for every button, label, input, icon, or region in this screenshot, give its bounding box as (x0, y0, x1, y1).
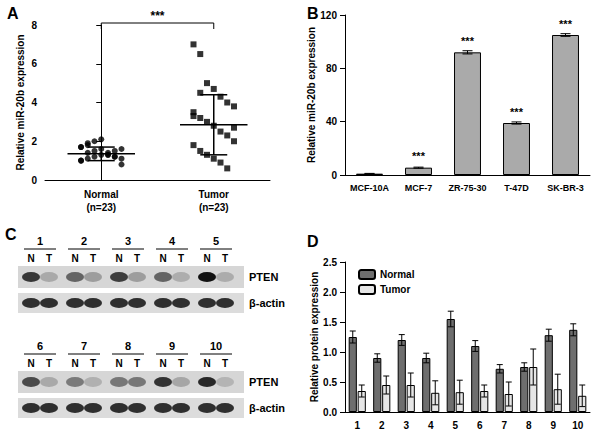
svg-text:MCF-10A: MCF-10A (350, 183, 390, 193)
svg-text:0: 0 (331, 170, 337, 181)
svg-text:120: 120 (320, 10, 337, 21)
svg-text:3: 3 (403, 420, 409, 431)
svg-text:N: N (115, 253, 122, 264)
svg-text:A: A (7, 5, 19, 22)
svg-text:N: N (159, 358, 166, 369)
svg-text:8: 8 (526, 420, 532, 431)
svg-text:T-47D: T-47D (504, 183, 529, 193)
svg-text:10: 10 (572, 420, 584, 431)
svg-text:T: T (222, 358, 228, 369)
svg-text:40: 40 (326, 116, 338, 127)
svg-text:Relative miR-20b expression: Relative miR-20b expression (306, 27, 317, 163)
svg-text:2: 2 (379, 420, 385, 431)
svg-text:7: 7 (501, 420, 507, 431)
svg-text:1.5: 1.5 (323, 317, 337, 328)
svg-text:4: 4 (169, 235, 176, 247)
svg-text:β-actin: β-actin (249, 297, 285, 309)
svg-text:N: N (115, 358, 122, 369)
svg-text:Relative protein expression: Relative protein expression (309, 272, 320, 403)
svg-text:T: T (222, 253, 228, 264)
svg-text:6: 6 (477, 420, 483, 431)
svg-text:5: 5 (213, 235, 219, 247)
svg-text:T: T (134, 358, 140, 369)
svg-text:0.5: 0.5 (323, 377, 337, 388)
svg-text:T: T (90, 253, 96, 264)
svg-text:***: *** (559, 18, 573, 30)
svg-text:***: *** (510, 106, 524, 118)
svg-text:2: 2 (31, 136, 37, 147)
svg-text:T: T (46, 253, 52, 264)
svg-text:5: 5 (452, 420, 458, 431)
svg-text:6: 6 (31, 58, 37, 69)
svg-text:0.0: 0.0 (323, 407, 337, 418)
svg-text:N: N (159, 253, 166, 264)
svg-text:β-actin: β-actin (249, 402, 285, 414)
svg-text:Tumor: Tumor (199, 189, 229, 200)
svg-text:T: T (90, 358, 96, 369)
svg-text:9: 9 (550, 420, 556, 431)
svg-text:T: T (46, 358, 52, 369)
svg-text:T: T (134, 253, 140, 264)
svg-text:4: 4 (31, 97, 37, 108)
svg-text:9: 9 (169, 340, 175, 352)
svg-text:2.0: 2.0 (323, 287, 337, 298)
svg-text:10: 10 (210, 340, 222, 352)
svg-text:8: 8 (125, 340, 131, 352)
svg-text:N: N (71, 253, 78, 264)
svg-text:3: 3 (125, 235, 131, 247)
svg-text:8: 8 (31, 20, 37, 31)
svg-text:N: N (203, 358, 210, 369)
svg-text:N: N (27, 253, 34, 264)
svg-text:PTEN: PTEN (249, 271, 278, 283)
svg-text:SK-BR-3: SK-BR-3 (547, 183, 584, 193)
svg-text:Relative miR-20b expression: Relative miR-20b expression (15, 34, 26, 170)
svg-text:80: 80 (326, 63, 338, 74)
svg-text:ZR-75-30: ZR-75-30 (448, 183, 486, 193)
svg-text:B: B (307, 5, 319, 22)
svg-text:***: *** (461, 35, 475, 47)
svg-text:Tumor: Tumor (380, 284, 410, 295)
svg-text:1.0: 1.0 (323, 347, 337, 358)
svg-text:4: 4 (428, 420, 434, 431)
svg-text:N: N (71, 358, 78, 369)
svg-text:D: D (307, 233, 319, 250)
svg-text:T: T (178, 253, 184, 264)
svg-text:7: 7 (81, 340, 87, 352)
svg-text:0: 0 (31, 175, 37, 186)
svg-text:1: 1 (354, 420, 360, 431)
svg-text:1: 1 (37, 235, 43, 247)
svg-text:C: C (5, 226, 17, 243)
svg-text:6: 6 (37, 340, 43, 352)
svg-text:T: T (178, 358, 184, 369)
svg-text:N: N (27, 358, 34, 369)
svg-text:2.5: 2.5 (323, 257, 337, 268)
svg-text:N: N (203, 253, 210, 264)
svg-text:2: 2 (81, 235, 87, 247)
svg-text:Normal: Normal (84, 189, 119, 200)
svg-text:PTEN: PTEN (249, 376, 278, 388)
svg-text:***: *** (412, 150, 426, 162)
svg-text:Normal: Normal (380, 269, 415, 280)
svg-text:MCF-7: MCF-7 (405, 183, 433, 193)
svg-text:(n=23): (n=23) (86, 202, 116, 213)
svg-text:***: *** (150, 9, 164, 23)
svg-text:(n=23): (n=23) (199, 202, 229, 213)
